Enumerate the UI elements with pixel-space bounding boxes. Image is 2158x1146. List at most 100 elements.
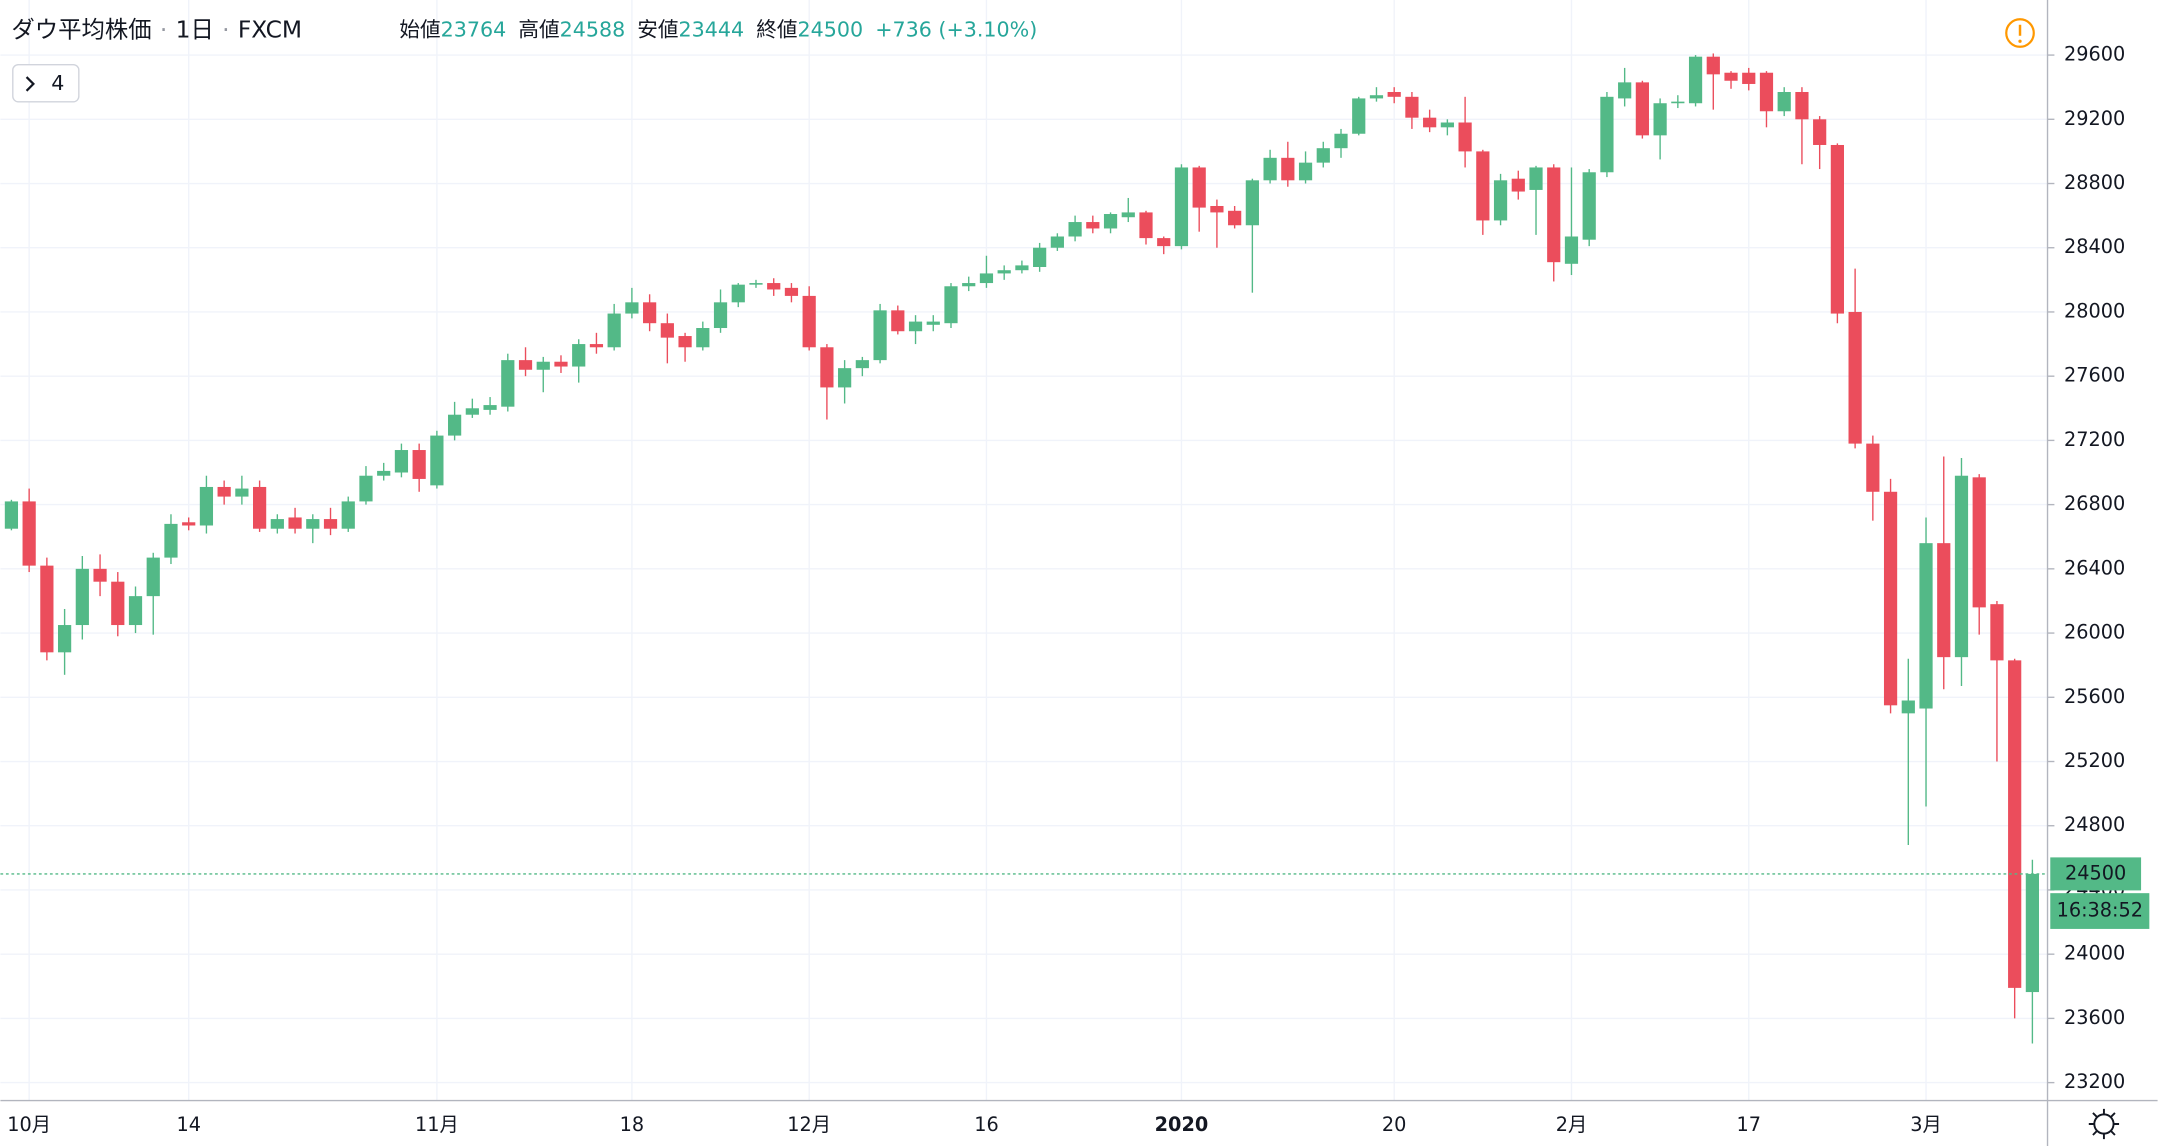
- candle-body: [1901, 700, 1915, 714]
- candle-body: [430, 435, 444, 486]
- interval: 1日: [176, 15, 214, 43]
- candle-body: [1033, 247, 1047, 268]
- candle-body: [1423, 117, 1437, 128]
- y-tick-label: 27200: [2064, 428, 2125, 451]
- candle-body: [182, 522, 196, 526]
- candle-body: [1228, 210, 1242, 226]
- x-tick-label: 17: [1736, 1113, 1761, 1136]
- candle-body: [1937, 543, 1951, 658]
- candle-body: [1671, 101, 1685, 104]
- x-tick-label: 2020: [1155, 1113, 1209, 1136]
- ohlc-value: 24500: [798, 17, 864, 41]
- candle-body: [1830, 144, 1844, 314]
- candle-body: [111, 581, 125, 626]
- candle-body: [678, 336, 692, 348]
- candle-body: [412, 450, 426, 479]
- candle-body: [572, 344, 586, 367]
- candle-body: [518, 360, 533, 370]
- candle-body: [1529, 167, 1543, 190]
- candle-body: [128, 596, 143, 626]
- candle-body: [448, 414, 462, 436]
- chevron-icon: [25, 76, 35, 92]
- y-tick-label: 24000: [2064, 942, 2125, 965]
- candle-body: [713, 302, 728, 329]
- candle-body: [1352, 98, 1366, 134]
- candle-body: [93, 568, 107, 582]
- candle-body: [1298, 162, 1313, 181]
- candle-body: [323, 519, 338, 529]
- candle-body: [926, 321, 940, 325]
- x-tick-label: 18: [620, 1113, 645, 1136]
- candle-body: [660, 323, 674, 338]
- candle-body: [1813, 119, 1827, 145]
- warning-icon[interactable]: [2005, 18, 2035, 48]
- candle-body: [465, 408, 479, 415]
- candle-body: [1139, 212, 1153, 239]
- gear-teeth: [2088, 1108, 2120, 1140]
- legend-title: ダウ平均株価 · 1日 · FXCM: [11, 15, 302, 43]
- y-tick-label: 29600: [2064, 43, 2125, 66]
- toggle-box[interactable]: [12, 63, 80, 103]
- candle-body: [306, 519, 320, 529]
- candle-body: [40, 565, 54, 653]
- indicators-toggle[interactable]: 4: [12, 63, 80, 103]
- candle-body: [4, 501, 19, 529]
- y-tick-label: 27600: [2064, 364, 2125, 387]
- ohlc-value: 23444: [679, 17, 745, 41]
- candle-body: [873, 310, 887, 361]
- separator: ·: [222, 15, 229, 43]
- y-tick-label: 25600: [2064, 685, 2125, 708]
- candle-body: [1742, 72, 1756, 84]
- candle-body: [979, 273, 994, 284]
- settings-icon[interactable]: [2088, 1108, 2120, 1140]
- source: FXCM: [238, 15, 302, 43]
- indicator-count: 4: [51, 71, 64, 95]
- grid: [0, 0, 2048, 1101]
- y-tick-label: 23200: [2064, 1070, 2125, 1093]
- candle-body: [1281, 157, 1295, 181]
- candle-body: [1706, 56, 1720, 75]
- candle-body: [1954, 475, 1969, 658]
- candle-body: [501, 360, 515, 407]
- candle-body: [217, 486, 231, 497]
- countdown-box: [2050, 893, 2150, 929]
- candle-body: [1405, 96, 1419, 118]
- ohlc-label: 安値: [637, 17, 678, 41]
- x-tick-label: 12月: [787, 1113, 831, 1136]
- candle-body: [1582, 172, 1596, 240]
- candle-body: [1476, 151, 1490, 221]
- candle-body: [696, 328, 710, 348]
- candle-body: [1919, 543, 1933, 709]
- warning-dot: [2018, 39, 2022, 43]
- candle-body: [802, 295, 816, 348]
- candle-body: [1547, 167, 1561, 263]
- candle-body: [1192, 167, 1206, 208]
- candle-body: [891, 310, 905, 332]
- candle-body: [1440, 122, 1454, 128]
- x-tick-label: 20: [1382, 1113, 1407, 1136]
- candle-body: [554, 361, 568, 367]
- candle-body: [1600, 96, 1614, 173]
- x-tick-label: 16: [974, 1113, 999, 1136]
- candle-body: [270, 519, 284, 529]
- candle-body: [838, 368, 852, 388]
- ohlc-legend: 始値23764 高値24588 安値23444 終値24500 +736 (+3…: [399, 17, 1037, 41]
- y-tick-label: 28400: [2064, 235, 2125, 258]
- candle-body: [1866, 443, 1880, 492]
- candle-body: [1157, 238, 1171, 247]
- candle-body: [1688, 56, 1703, 104]
- y-tick-label: 28000: [2064, 299, 2125, 322]
- warning-circle[interactable]: [2005, 18, 2035, 48]
- candle-body: [589, 344, 604, 348]
- candle-body: [164, 523, 178, 558]
- x-tick-label: 11月: [415, 1113, 459, 1136]
- ohlc-label: 終値: [756, 17, 797, 41]
- candle-body: [199, 486, 214, 526]
- x-tick-label: 10月: [7, 1113, 51, 1136]
- candle-body: [341, 501, 355, 529]
- ohlc-label: 高値: [518, 17, 559, 41]
- y-tick-label: 25200: [2064, 749, 2125, 772]
- candle-body: [2008, 660, 2022, 988]
- last-price-label: 24500: [2065, 861, 2126, 884]
